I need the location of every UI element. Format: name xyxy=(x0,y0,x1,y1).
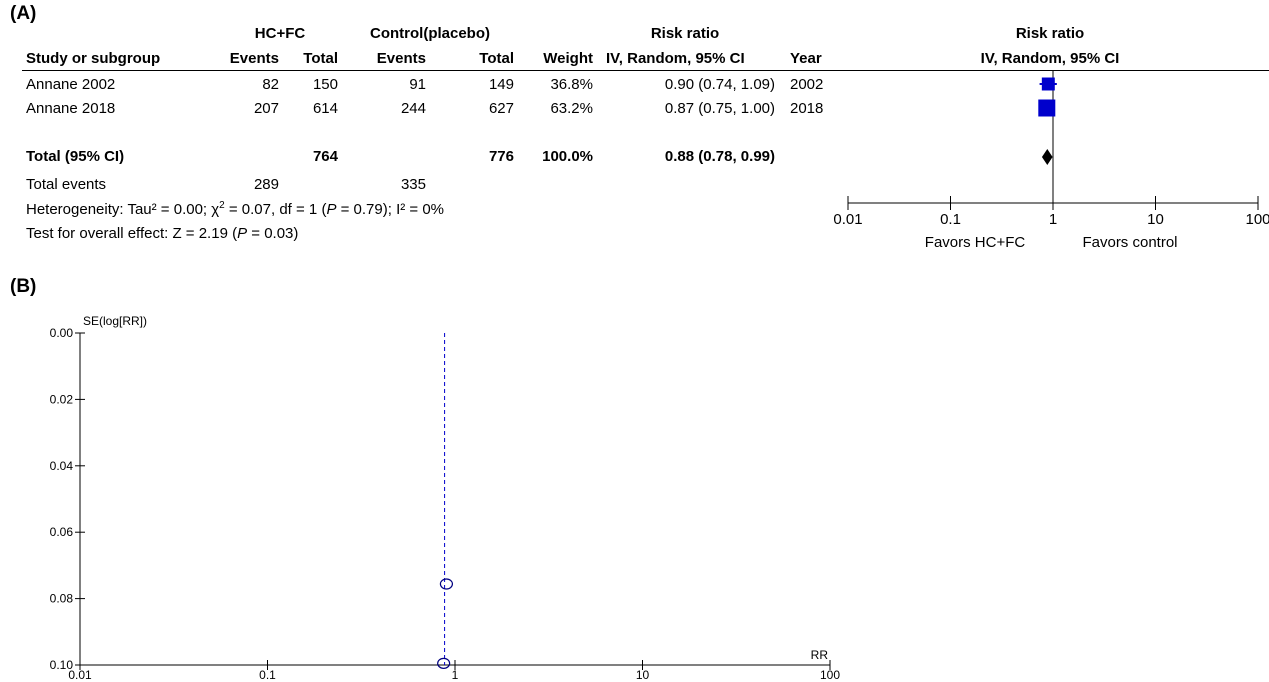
funnel-x-tick-label: 0.01 xyxy=(68,668,92,682)
row-study: Annane 2002 xyxy=(26,76,116,93)
col-total-treatment: Total xyxy=(303,50,338,67)
row-events-treatment: 207 xyxy=(253,100,279,117)
total-weight: 100.0% xyxy=(542,148,593,165)
total-events-label: Total events xyxy=(26,176,107,193)
funnel-x-tick-label: 0.1 xyxy=(259,668,276,682)
overall-prefix: Test for overall effect: Z = 2.19 ( xyxy=(26,225,238,242)
funnel-y-tick-label: 0.04 xyxy=(50,459,74,473)
overall-suffix: = 0.03) xyxy=(247,225,299,242)
funnel-y-axis-label: SE(log[RR]) xyxy=(83,314,147,328)
funnel-y-tick-label: 0.00 xyxy=(50,326,74,340)
favors-left-label: Favors HC+FC xyxy=(924,234,1026,251)
row-events-control: 91 xyxy=(409,76,426,93)
row-study: Annane 2018 xyxy=(26,100,116,117)
overall-effect-text: Test for overall effect: Z = 2.19 (P = 0… xyxy=(26,225,298,242)
row-ci: 0.87 (0.75, 1.00) xyxy=(664,100,775,117)
row-total-treatment: 150 xyxy=(312,76,338,93)
forest-x-tick-label: 10 xyxy=(1147,211,1164,228)
col-weight: Weight xyxy=(543,50,593,67)
total-events-control: 335 xyxy=(400,176,426,193)
row-year: 2002 xyxy=(790,76,824,93)
row-total-control: 149 xyxy=(488,76,514,93)
forest-x-tick-label: 100 xyxy=(1245,211,1269,228)
row-weight: 63.2% xyxy=(550,100,593,117)
pooled-diamond xyxy=(1041,149,1053,165)
row-total-treatment: 614 xyxy=(312,100,338,117)
heterogeneity-text: Heterogeneity: Tau² = 0.00; χ2 = 0.07, d… xyxy=(26,200,445,218)
funnel-study-point xyxy=(439,578,454,590)
total-control: 776 xyxy=(488,148,514,165)
col-year: Year xyxy=(790,50,822,67)
col-events-control: Events xyxy=(376,50,426,67)
forest-x-tick-label: 1 xyxy=(1049,211,1057,228)
row-weight: 36.8% xyxy=(550,76,593,93)
funnel-x-axis-label: RR xyxy=(811,648,829,662)
total-ci: 0.88 (0.78, 0.99) xyxy=(664,148,775,165)
total-events-treatment: 289 xyxy=(253,176,279,193)
heterogeneity-prefix: Heterogeneity: Tau² = 0.00; χ xyxy=(26,201,220,218)
forest-x-tick-label: 0.01 xyxy=(833,211,862,228)
funnel-study-point xyxy=(437,657,451,669)
header-control-group: Control(placebo) xyxy=(370,25,490,42)
overall-p: P xyxy=(237,225,248,242)
header-plot-risk-ratio: Risk ratio xyxy=(1015,25,1085,42)
funnel-x-tick-label: 1 xyxy=(452,668,459,682)
header-treatment-group: HC+FC xyxy=(254,25,306,42)
panel-a-label: (A) xyxy=(10,3,37,24)
total-treatment: 764 xyxy=(312,148,338,165)
forest-x-tick-label: 0.1 xyxy=(940,211,961,228)
row-events-control: 244 xyxy=(400,100,426,117)
heterogeneity-mid: = 0.07, df = 1 ( xyxy=(224,201,327,218)
col-total-control: Total xyxy=(479,50,514,67)
heterogeneity-suffix: = 0.79); I² = 0% xyxy=(336,201,445,218)
funnel-y-tick-label: 0.02 xyxy=(50,392,74,406)
total-label: Total (95% CI) xyxy=(26,148,125,165)
row-total-control: 627 xyxy=(488,100,514,117)
funnel-x-tick-label: 10 xyxy=(636,668,650,682)
col-events-treatment: Events xyxy=(229,50,279,67)
header-rule xyxy=(22,70,1269,71)
col-ci: IV, Random, 95% CI xyxy=(606,50,745,67)
heterogeneity-p: P xyxy=(326,201,337,218)
row-events-treatment: 82 xyxy=(262,76,279,93)
funnel-y-tick-label: 0.10 xyxy=(50,658,74,672)
forest-plot: 0.01 0.1 1 10 100 xyxy=(833,70,1269,228)
funnel-x-tick-label: 100 xyxy=(820,668,840,682)
header-risk-ratio: Risk ratio xyxy=(650,25,720,42)
study-weight-box xyxy=(1041,77,1055,91)
funnel-y-tick-label: 0.08 xyxy=(50,592,74,606)
row-year: 2018 xyxy=(790,100,824,117)
panel-b-label: (B) xyxy=(10,276,37,297)
col-study: Study or subgroup xyxy=(26,50,161,67)
favors-right-label: Favors control xyxy=(1082,234,1178,251)
funnel-y-tick-label: 0.06 xyxy=(50,525,74,539)
col-plot-ci: IV, Random, 95% CI xyxy=(980,50,1120,67)
row-ci: 0.90 (0.74, 1.09) xyxy=(664,76,775,93)
study-weight-box xyxy=(1038,99,1056,117)
